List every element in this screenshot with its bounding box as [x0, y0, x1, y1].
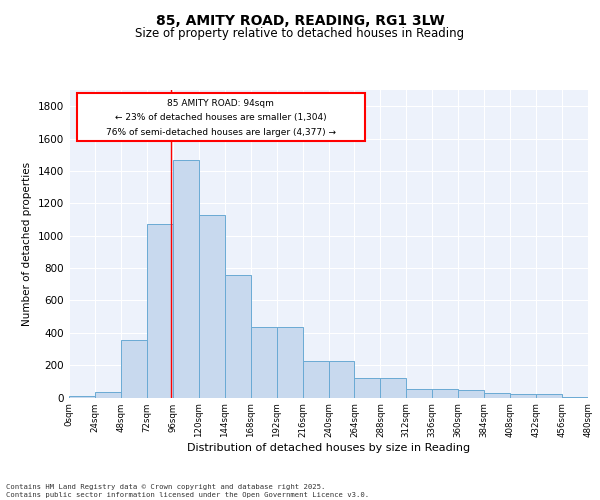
- Bar: [458, 390, 484, 398]
- Bar: [302, 361, 329, 398]
- Bar: [432, 388, 458, 398]
- Text: 85 AMITY ROAD: 94sqm: 85 AMITY ROAD: 94sqm: [167, 99, 274, 108]
- X-axis label: Distribution of detached houses by size in Reading: Distribution of detached houses by size …: [187, 443, 470, 453]
- Text: Contains HM Land Registry data © Crown copyright and database right 2025.
Contai: Contains HM Land Registry data © Crown c…: [6, 484, 369, 498]
- Bar: [329, 361, 355, 398]
- Bar: [355, 378, 380, 398]
- Bar: [510, 394, 536, 398]
- Text: Size of property relative to detached houses in Reading: Size of property relative to detached ho…: [136, 28, 464, 40]
- Bar: [95, 392, 121, 398]
- Bar: [562, 396, 588, 398]
- FancyBboxPatch shape: [77, 93, 365, 140]
- Text: 85, AMITY ROAD, READING, RG1 3LW: 85, AMITY ROAD, READING, RG1 3LW: [155, 14, 445, 28]
- Bar: [225, 274, 251, 398]
- Bar: [380, 378, 406, 398]
- Bar: [484, 392, 510, 398]
- Bar: [173, 160, 199, 398]
- Y-axis label: Number of detached properties: Number of detached properties: [22, 162, 32, 326]
- Bar: [147, 224, 173, 398]
- Bar: [277, 327, 302, 398]
- Bar: [121, 340, 147, 398]
- Text: 76% of semi-detached houses are larger (4,377) →: 76% of semi-detached houses are larger (…: [106, 128, 336, 136]
- Bar: [199, 216, 224, 398]
- Bar: [536, 394, 562, 398]
- Bar: [69, 396, 95, 398]
- Bar: [251, 327, 277, 398]
- Text: ← 23% of detached houses are smaller (1,304): ← 23% of detached houses are smaller (1,…: [115, 114, 326, 122]
- Bar: [406, 388, 432, 398]
